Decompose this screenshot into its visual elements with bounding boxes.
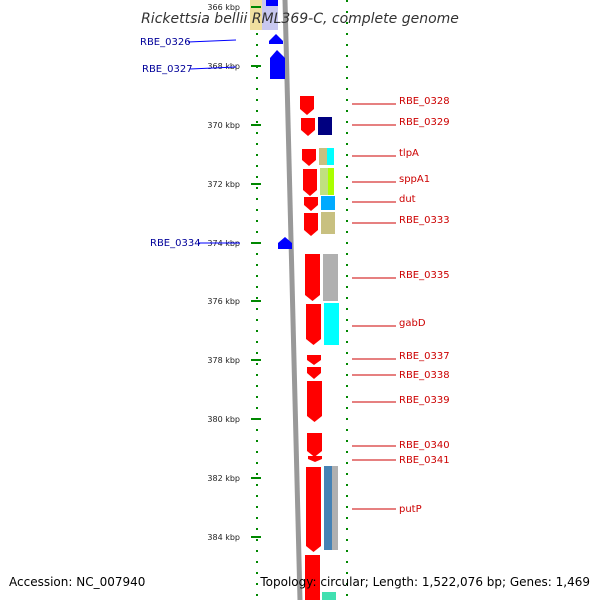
tick-label: 372 kbp — [207, 180, 240, 189]
forward-gene-arrow[interactable] — [307, 367, 321, 379]
label-leader-line — [189, 66, 237, 70]
forward-gene-arrow[interactable] — [307, 381, 322, 422]
tick-label: 380 kbp — [207, 415, 240, 424]
cog-block — [324, 303, 339, 345]
gene-dut[interactable]: dut — [304, 194, 416, 211]
tick-label: 382 kbp — [207, 474, 240, 483]
gene-label[interactable]: RBE_0335 — [399, 270, 450, 281]
tick-label: 376 kbp — [207, 297, 240, 306]
gene-label[interactable]: RBE_0340 — [399, 440, 450, 451]
gene-tlpa[interactable]: tlpA — [302, 148, 419, 166]
reverse-gene-block — [266, 0, 278, 6]
forward-gene-arrow[interactable] — [307, 355, 321, 365]
cog-block — [322, 592, 336, 600]
genome-backbone — [282, 0, 303, 600]
cog-annotation-blocks — [318, 117, 339, 600]
cog-block — [328, 168, 334, 195]
tick-label: 370 kbp — [207, 121, 240, 130]
gene-sppa1[interactable]: sppA1 — [303, 169, 430, 196]
gene-rbe_0326[interactable]: RBE_0326 — [140, 34, 283, 48]
gene-label[interactable]: RBE_0334 — [150, 238, 201, 249]
gene-label[interactable]: dut — [399, 194, 416, 205]
gene-rbe_0341[interactable]: RBE_0341 — [308, 455, 450, 466]
forward-gene-arrow[interactable] — [307, 433, 322, 457]
tick-label: 366 kbp — [207, 3, 240, 12]
tick-label: 378 kbp — [207, 356, 240, 365]
gene-label[interactable]: RBE_0339 — [399, 395, 450, 406]
cog-block — [319, 148, 327, 165]
reverse-gene-arrow[interactable] — [269, 34, 283, 44]
gene-gabd[interactable]: gabD — [306, 304, 426, 345]
forward-gene-arrow[interactable] — [302, 149, 316, 166]
tick-label: 384 kbp — [207, 533, 240, 542]
forward-gene-arrow[interactable] — [303, 169, 317, 196]
gene-label[interactable]: RBE_0326 — [140, 37, 191, 48]
gene-label[interactable]: RBE_0327 — [142, 64, 193, 75]
forward-gene-arrow[interactable] — [306, 467, 321, 552]
gene-label[interactable]: RBE_0341 — [399, 455, 450, 466]
gene-label[interactable]: RBE_0333 — [399, 215, 450, 226]
forward-gene-arrow[interactable] — [304, 197, 318, 211]
gene-rbe_0338[interactable]: RBE_0338 — [307, 367, 450, 381]
cog-block — [332, 466, 338, 550]
cog-block — [327, 148, 334, 165]
gene-rbe_0327[interactable]: RBE_0327 — [142, 50, 285, 79]
gene-label[interactable]: RBE_0328 — [399, 96, 450, 107]
gene-label[interactable]: RBE_0337 — [399, 351, 450, 362]
label-leader-line — [187, 39, 237, 43]
cog-block — [320, 168, 328, 195]
cog-block — [321, 196, 335, 210]
gene-rbe_0340[interactable]: RBE_0340 — [307, 433, 450, 457]
reverse-gene-arrow[interactable] — [278, 237, 292, 249]
forward-gene-arrow[interactable] — [305, 555, 320, 600]
cog-block — [321, 212, 335, 234]
gene-label[interactable]: sppA1 — [399, 174, 430, 185]
ruler-lines — [256, 0, 348, 600]
forward-gene-arrow[interactable] — [305, 254, 320, 301]
gene-label[interactable]: RBE_0329 — [399, 117, 450, 128]
reverse-strand-genes: RBE_0326 RBE_0327 RBE_0334 — [140, 34, 292, 249]
gene-label[interactable]: tlpA — [399, 148, 419, 159]
forward-gene-arrow[interactable] — [301, 118, 315, 136]
gene-label[interactable]: putP — [399, 504, 422, 515]
gene-rbe_0337[interactable]: RBE_0337 — [307, 351, 450, 365]
reverse-gene-arrow[interactable] — [270, 50, 285, 79]
cog-block — [318, 117, 332, 135]
forward-gene-arrow[interactable] — [304, 213, 318, 236]
accession-text: Accession: NC_007940 — [9, 575, 145, 589]
gene-rbe_0335[interactable]: RBE_0335 — [305, 254, 450, 301]
gene-rbe_0334[interactable]: RBE_0334 — [150, 237, 292, 249]
cog-block — [262, 0, 278, 30]
forward-gene-arrow[interactable] — [308, 456, 322, 462]
map-title: Rickettsia bellii RML369-C, complete gen… — [141, 11, 459, 27]
gene-rbe_0329[interactable]: RBE_0329 — [301, 117, 450, 136]
forward-gene-arrow[interactable] — [300, 96, 314, 115]
gene-rbe_0328[interactable]: RBE_0328 — [300, 96, 450, 115]
gene-rbe_0339[interactable]: RBE_0339 — [307, 381, 450, 422]
topology-text: Topology: circular; Length: 1,522,076 bp… — [259, 575, 590, 589]
forward-gene-arrow[interactable] — [306, 304, 321, 345]
cog-block — [323, 254, 338, 301]
cog-block — [324, 466, 332, 550]
gene-rbe_0333[interactable]: RBE_0333 — [304, 213, 450, 236]
gene-label[interactable]: RBE_0338 — [399, 370, 450, 381]
forward-strand-genes: RBE_0328 RBE_0329 tlpA sppA1 dut RBE_0333 RBE_… — [300, 96, 450, 600]
gene-putp[interactable]: putP — [306, 467, 422, 552]
tick-label: 368 kbp — [207, 62, 240, 71]
gene-label[interactable]: gabD — [399, 318, 426, 329]
